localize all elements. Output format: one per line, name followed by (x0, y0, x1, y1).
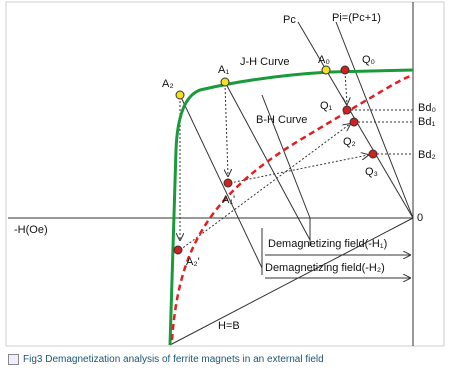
caption-row: Fig3 Demagnetization analysis of ferrite… (8, 354, 324, 365)
label: Q₂ (343, 136, 356, 148)
label: J-H Curve (240, 56, 290, 68)
label: B-H Curve (256, 114, 307, 126)
label: Demagnetizing field(-H₂) (265, 262, 385, 274)
label: Q₃ (365, 166, 378, 178)
diagram: Pc Pi=(Pc+1) H=B J-H Curve B-H Curve -H(… (5, 1, 445, 347)
label: A₁' (222, 194, 235, 206)
label: A₁ (218, 64, 229, 76)
label: Q₁ (320, 100, 333, 112)
frame (5, 1, 445, 347)
label: 0 (417, 212, 423, 224)
label: H=B (218, 320, 240, 332)
label: -H(Oe) (14, 224, 48, 236)
label: Bd₁ (418, 116, 435, 128)
points (173, 65, 378, 255)
label: Bd₀ (418, 102, 436, 114)
icon[interactable] (8, 354, 19, 365)
load-lines (169, 21, 414, 346)
dotted-guides (180, 71, 413, 251)
label: Q₀ (362, 54, 375, 66)
jh-curve (168, 68, 414, 346)
caption: Fig3 Demagnetization analysis of ferrite… (23, 354, 324, 365)
label: A₂' (186, 256, 200, 268)
label: Demagnetizing field(-H₁) (268, 238, 387, 250)
label: Pi=(Pc+1) (332, 12, 381, 24)
label: Pc (283, 14, 296, 26)
label: A₀ (318, 54, 330, 66)
label: A₂ (162, 78, 174, 90)
label: Bd₂ (418, 149, 436, 161)
bh-curve (170, 73, 414, 341)
